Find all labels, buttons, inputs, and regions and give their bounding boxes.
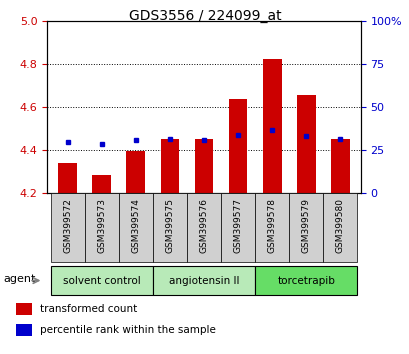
Text: GSM399580: GSM399580 xyxy=(335,199,344,253)
Bar xyxy=(262,59,281,193)
Bar xyxy=(16,303,32,315)
Text: angiotensin II: angiotensin II xyxy=(169,275,238,286)
Text: GSM399579: GSM399579 xyxy=(301,199,310,253)
Bar xyxy=(187,193,220,262)
Bar xyxy=(296,95,315,193)
Bar xyxy=(194,139,213,193)
Text: GSM399573: GSM399573 xyxy=(97,199,106,253)
Text: solvent control: solvent control xyxy=(63,275,140,286)
Text: GSM399575: GSM399575 xyxy=(165,199,174,253)
Bar xyxy=(254,266,357,295)
Bar xyxy=(153,193,187,262)
Text: GDS3556 / 224099_at: GDS3556 / 224099_at xyxy=(128,9,281,23)
Text: GSM399572: GSM399572 xyxy=(63,199,72,253)
Bar xyxy=(153,266,254,295)
Text: GSM399577: GSM399577 xyxy=(233,199,242,253)
Text: GSM399578: GSM399578 xyxy=(267,199,276,253)
Bar xyxy=(323,193,357,262)
Text: GSM399576: GSM399576 xyxy=(199,199,208,253)
Bar xyxy=(84,193,119,262)
Bar xyxy=(254,193,288,262)
Bar xyxy=(119,193,153,262)
Bar xyxy=(228,98,247,193)
Text: GSM399574: GSM399574 xyxy=(131,199,140,253)
Text: torcetrapib: torcetrapib xyxy=(276,275,335,286)
Bar xyxy=(50,193,84,262)
Bar xyxy=(92,175,111,193)
Text: transformed count: transformed count xyxy=(40,304,137,314)
Bar xyxy=(50,266,153,295)
Text: percentile rank within the sample: percentile rank within the sample xyxy=(40,325,215,335)
Bar xyxy=(330,139,349,193)
Bar xyxy=(126,151,145,193)
Text: agent: agent xyxy=(4,274,36,284)
Bar xyxy=(288,193,323,262)
Bar xyxy=(160,139,179,193)
Bar xyxy=(58,163,77,193)
Bar xyxy=(16,324,32,336)
Bar xyxy=(220,193,254,262)
